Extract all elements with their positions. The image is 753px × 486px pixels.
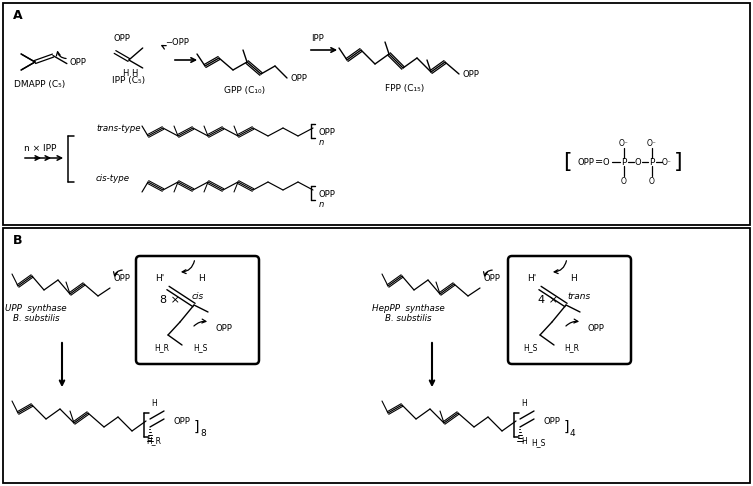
Text: H_S: H_S (523, 344, 537, 352)
Text: H_S: H_S (531, 438, 545, 448)
Text: O: O (635, 157, 642, 167)
Text: IPP (C₅): IPP (C₅) (112, 75, 145, 85)
Text: P: P (649, 157, 654, 167)
Text: B. substilis: B. substilis (385, 313, 431, 323)
Text: ]: ] (564, 420, 569, 434)
Text: trans: trans (567, 292, 590, 300)
Text: O⁻: O⁻ (647, 139, 657, 147)
Text: OPP: OPP (319, 190, 336, 198)
Text: H: H (131, 69, 137, 77)
Text: 8 ×: 8 × (160, 295, 180, 305)
Text: OPP: OPP (484, 274, 501, 282)
Text: DMAPP (C₅): DMAPP (C₅) (14, 80, 66, 88)
FancyBboxPatch shape (136, 256, 259, 364)
Text: trans-type: trans-type (96, 123, 141, 133)
Text: 8: 8 (200, 429, 206, 437)
Text: cis: cis (192, 292, 204, 300)
Bar (3, 228, 750, 483)
Text: H_S: H_S (193, 344, 207, 352)
Text: n × IPP: n × IPP (24, 143, 56, 153)
Text: H: H (571, 274, 578, 282)
Text: ]: ] (194, 420, 200, 434)
Text: H: H (151, 399, 157, 407)
Text: GPP (C₁₀): GPP (C₁₀) (224, 86, 266, 94)
Text: H_R: H_R (154, 344, 169, 352)
Text: H: H (122, 69, 128, 77)
Text: OPP: OPP (114, 34, 130, 42)
Text: H: H (199, 274, 206, 282)
Text: OPP: OPP (114, 274, 131, 282)
Text: A: A (13, 8, 23, 21)
Text: O: O (621, 176, 627, 186)
Text: 4: 4 (570, 429, 575, 437)
Text: −OPP: −OPP (165, 37, 189, 47)
Text: OPP: OPP (463, 69, 480, 79)
Text: P: P (621, 157, 626, 167)
Text: OPP: OPP (578, 157, 595, 167)
Text: FPP (C₁₅): FPP (C₁₅) (386, 84, 425, 92)
Text: O: O (602, 157, 609, 167)
Text: O: O (649, 176, 655, 186)
Text: O⁻: O⁻ (662, 157, 672, 167)
Bar (3, 3, 750, 225)
Text: OPP: OPP (291, 73, 308, 83)
Text: OPP: OPP (319, 127, 336, 137)
Text: 4 ×: 4 × (538, 295, 558, 305)
Text: HepPP  synthase: HepPP synthase (372, 303, 444, 312)
Text: OPP: OPP (174, 417, 191, 426)
Text: n: n (319, 138, 325, 146)
FancyBboxPatch shape (508, 256, 631, 364)
Text: OPP: OPP (70, 58, 87, 67)
Text: cis-type: cis-type (96, 174, 130, 183)
Text: H_R: H_R (147, 436, 161, 446)
Text: OPP: OPP (216, 324, 233, 332)
Text: H: H (521, 436, 527, 446)
Text: H: H (521, 399, 527, 407)
Text: B: B (13, 233, 23, 246)
Text: ]: ] (674, 152, 683, 172)
Text: n: n (319, 199, 325, 208)
Text: O⁻: O⁻ (619, 139, 629, 147)
Text: IPP: IPP (312, 34, 325, 42)
Text: H_R: H_R (565, 344, 580, 352)
Text: H': H' (527, 274, 537, 282)
Text: =: = (595, 157, 603, 167)
Text: [: [ (563, 152, 572, 172)
Text: B. substilis: B. substilis (13, 313, 59, 323)
Text: OPP: OPP (588, 324, 605, 332)
Text: H': H' (155, 274, 165, 282)
Text: UPP  synthase: UPP synthase (5, 303, 67, 312)
Text: OPP: OPP (544, 417, 561, 426)
